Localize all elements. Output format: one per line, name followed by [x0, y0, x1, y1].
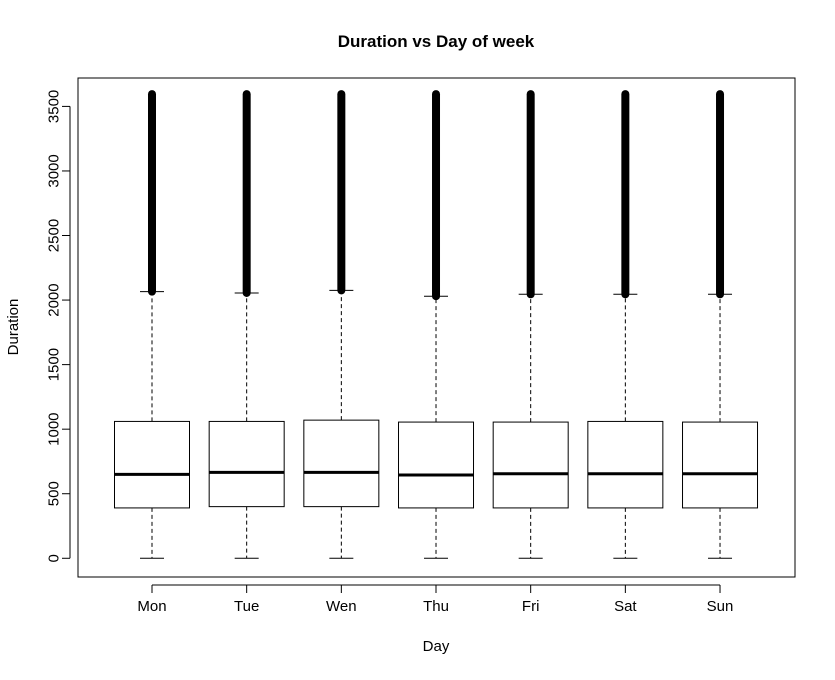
y-tick-label: 3000: [46, 154, 63, 187]
box-iqr: [587, 420, 664, 509]
y-tick-label: 500: [46, 481, 63, 506]
y-tick-label: 0: [46, 554, 63, 562]
chart-title: Duration vs Day of week: [338, 32, 535, 51]
box-iqr: [682, 421, 759, 509]
x-tick-label: Mon: [137, 598, 166, 615]
y-tick-label: 2000: [46, 283, 63, 316]
x-axis-label: Day: [423, 638, 450, 655]
y-axis-label: Duration: [5, 299, 22, 356]
plot-layer: 0 500 1000 1500 2000 2500 3000 3500 Mon Tue Wen Thu…: [46, 90, 759, 615]
y-tick-label: 1500: [46, 348, 63, 381]
box-iqr: [303, 419, 380, 508]
box-iqr: [208, 420, 285, 508]
x-tick-label: Sun: [707, 598, 734, 615]
box-iqr: [492, 421, 569, 509]
x-tick-label: Tue: [234, 598, 259, 615]
box-iqr: [114, 420, 190, 509]
y-tick-label: 2500: [46, 219, 63, 252]
box-iqr: [398, 421, 475, 509]
x-tick-label: Thu: [423, 598, 449, 615]
plot-frame: [77, 77, 796, 578]
x-tick-label: Wen: [326, 598, 357, 615]
y-tick-label: 3500: [46, 90, 63, 123]
x-tick-label: Fri: [522, 598, 540, 615]
x-tick-label: Sat: [614, 598, 637, 615]
y-tick-label: 1000: [46, 412, 63, 445]
